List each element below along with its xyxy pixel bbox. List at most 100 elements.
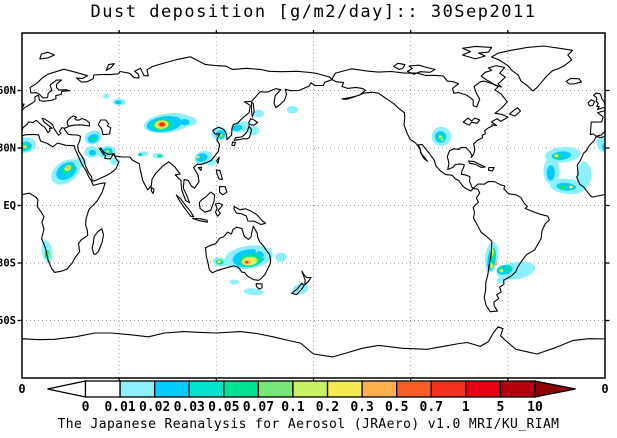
coastline (491, 45, 574, 92)
colorbar (47, 380, 576, 398)
dust-contour (243, 288, 264, 296)
dust-contour (179, 119, 190, 126)
colorbar-tick-label: 0.1 (281, 400, 305, 415)
colorbar-segment (257, 380, 294, 398)
coastline (487, 166, 495, 172)
coastline (593, 92, 605, 111)
coastline (175, 194, 195, 218)
dust-contour (558, 184, 568, 190)
coastline (301, 270, 312, 286)
colorbar-tick-label: 1 (462, 400, 470, 415)
coastline (22, 56, 333, 204)
coastline (604, 338, 605, 340)
dust-contour (275, 252, 287, 263)
coastline (233, 125, 253, 141)
coastline (215, 169, 224, 181)
dust-contour (438, 135, 442, 139)
colorbar-segment (154, 380, 190, 398)
coastline (393, 62, 406, 70)
dust-contour (102, 93, 110, 99)
coastline-layer (22, 45, 605, 358)
coastline (565, 77, 583, 85)
colorbar-tick-label: 0.2 (316, 400, 339, 415)
lat-tick-label: 30N (0, 143, 16, 155)
coastline (587, 99, 596, 107)
coastline (231, 141, 236, 147)
coastline (250, 101, 255, 118)
colorbar-segment (465, 380, 502, 398)
coastline (39, 51, 55, 60)
coastline (97, 119, 112, 136)
dust-contour (292, 283, 309, 295)
dust-contour (546, 165, 555, 181)
coastline (191, 217, 208, 223)
lat-tick-label: 60S (0, 315, 16, 327)
dust-contour (440, 138, 444, 141)
coastline (461, 45, 493, 60)
chart-caption: The Japanese Reanalysis for Aerosol (JRA… (57, 417, 560, 432)
colorbar-segment (499, 380, 536, 398)
colorbar-tick-label: 10 (527, 400, 543, 415)
coastline (91, 228, 105, 255)
colorbar-tick-label: 0.01 (104, 400, 135, 415)
coastline (468, 160, 486, 168)
dust-contour (217, 260, 222, 263)
colorbar-segment (326, 380, 363, 398)
dust-contour (576, 161, 592, 189)
colorbar-tick-label: 0.07 (243, 400, 274, 415)
colorbar-tick-label: 0.7 (420, 400, 443, 415)
dust-contour (496, 277, 507, 284)
coastline (105, 63, 115, 71)
coastline (480, 65, 506, 88)
colorbar-segment (223, 380, 260, 398)
dust-contour (0, 177, 3, 195)
coastline (198, 191, 216, 213)
dust-contour (506, 266, 513, 270)
dust-contour (232, 124, 243, 132)
coastline (22, 133, 106, 273)
dust-contour (569, 185, 573, 189)
dust-contour (219, 134, 223, 137)
colorbar-tick-label: 0.3 (350, 400, 373, 415)
dust-contour (159, 122, 165, 127)
lat-tick-label: 60N (0, 85, 16, 97)
lon-tick-label: 0 (18, 382, 25, 396)
colorbar-segment (292, 380, 329, 398)
colorbar-tick-label: 0 (82, 400, 90, 415)
coastline (462, 117, 481, 126)
colorbar-segment (119, 380, 156, 398)
coastline (150, 186, 155, 195)
dust-contour (256, 251, 264, 258)
coastline (576, 135, 605, 198)
dust-contour (252, 109, 265, 118)
dust-contour (137, 153, 143, 157)
colorbar-segment (396, 380, 432, 398)
dust-contour (115, 100, 122, 105)
dust-contour (490, 263, 494, 269)
dust-contour (554, 154, 559, 158)
dust-deposition-layer (0, 93, 605, 296)
coastline (248, 118, 259, 126)
dust-contour (23, 145, 27, 149)
dust-contour (91, 137, 97, 142)
coastline (255, 283, 263, 290)
colorbar-tick-label: 5 (497, 400, 505, 415)
dust-contour (105, 150, 110, 153)
dust-contour (110, 157, 120, 166)
colorbar-tick-label: 0.03 (174, 400, 205, 415)
coastline (291, 282, 305, 296)
colorbar-segment (188, 380, 225, 398)
map-layers (0, 33, 605, 378)
coastline (216, 156, 220, 164)
lon-tick-label: 0 (601, 382, 608, 396)
coastline (204, 225, 272, 281)
colorbar-segment (84, 380, 121, 398)
coastline (233, 205, 267, 226)
dust-contour (499, 269, 504, 273)
colorbar-tick-label: 0.5 (385, 400, 408, 415)
coastline (219, 185, 228, 196)
coastline (406, 64, 436, 75)
colorbar-segment (430, 380, 467, 398)
